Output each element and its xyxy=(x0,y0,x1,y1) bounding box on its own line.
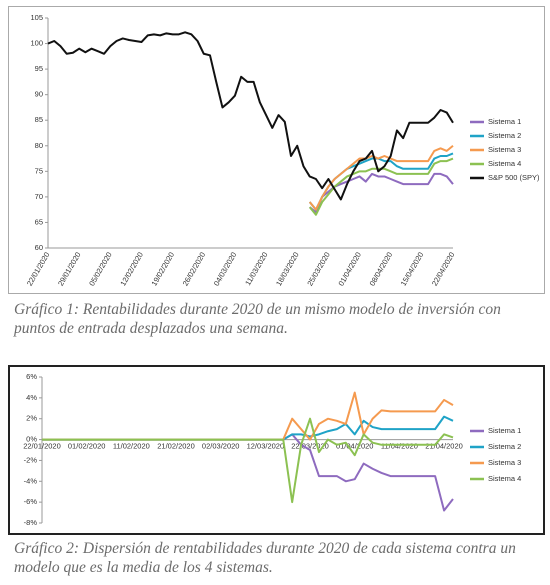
y-tick-label: 65 xyxy=(35,217,43,226)
x-tick-label: 01/02/2020 xyxy=(68,442,106,451)
x-tick-label: 21/02/2020 xyxy=(157,442,195,451)
chart-border xyxy=(8,6,545,294)
legend-label: Sistema 1 xyxy=(488,426,521,435)
x-tick-label: 11/04/2020 xyxy=(381,442,418,451)
series-line xyxy=(47,31,454,201)
y-tick-label: 4% xyxy=(26,393,37,402)
y-tick-label: 100 xyxy=(30,39,43,48)
y-tick-label: -6% xyxy=(24,497,38,506)
x-tick-label: 21/04/2020 xyxy=(425,442,463,451)
chart-border xyxy=(8,365,545,535)
chart: -8% -6% -4% -2% 0% 2% 4% 6% 22/01/2020 01/02/2020… xyxy=(8,365,545,535)
y-tick-label: 75 xyxy=(35,166,43,175)
x-tick-label: 11/02/2020 xyxy=(113,442,150,451)
y-tick-label: 85 xyxy=(35,115,43,124)
y-tick-label: -8% xyxy=(24,518,38,527)
y-tick-label: 95 xyxy=(35,64,43,73)
x-tick-label: 22/03/2020 xyxy=(291,442,329,451)
x-tick-label: 22/01/2020 xyxy=(23,442,61,451)
legend-label: Sistema 3 xyxy=(488,458,521,467)
x-tick-label: 02/03/2020 xyxy=(202,442,240,451)
legend-label: Sistema 2 xyxy=(488,131,521,140)
caption: Gráfico 1: Rentabilidades durante 2020 d… xyxy=(14,301,501,337)
x-tick-label: 01/04/2020 xyxy=(336,442,374,451)
x-tick-label: 12/03/2020 xyxy=(247,442,285,451)
series-line xyxy=(308,145,454,211)
legend-label: Sistema 1 xyxy=(488,117,521,126)
y-tick-label: 90 xyxy=(35,90,43,99)
legend-label: Sistema 3 xyxy=(488,145,521,154)
y-tick-label: 6% xyxy=(26,372,37,381)
y-tick-label: 2% xyxy=(26,414,37,423)
y-tick-label: 0% xyxy=(26,435,37,444)
y-tick-label: 70 xyxy=(35,192,43,201)
legend-label: Sistema 2 xyxy=(488,442,521,451)
caption: Gráfico 2: Dispersión de rentabilidades … xyxy=(14,540,516,576)
legend-label: Sistema 4 xyxy=(488,159,521,168)
legend-label: Sistema 4 xyxy=(488,474,521,483)
series-line xyxy=(42,417,454,504)
y-tick-label: -4% xyxy=(24,476,38,485)
y-tick-label: 80 xyxy=(35,141,43,150)
y-tick-label: -2% xyxy=(24,455,38,464)
y-tick-label: 105 xyxy=(30,13,43,22)
y-tick-label: 60 xyxy=(35,243,43,252)
legend-label: S&P 500 (SPY) xyxy=(488,173,540,182)
